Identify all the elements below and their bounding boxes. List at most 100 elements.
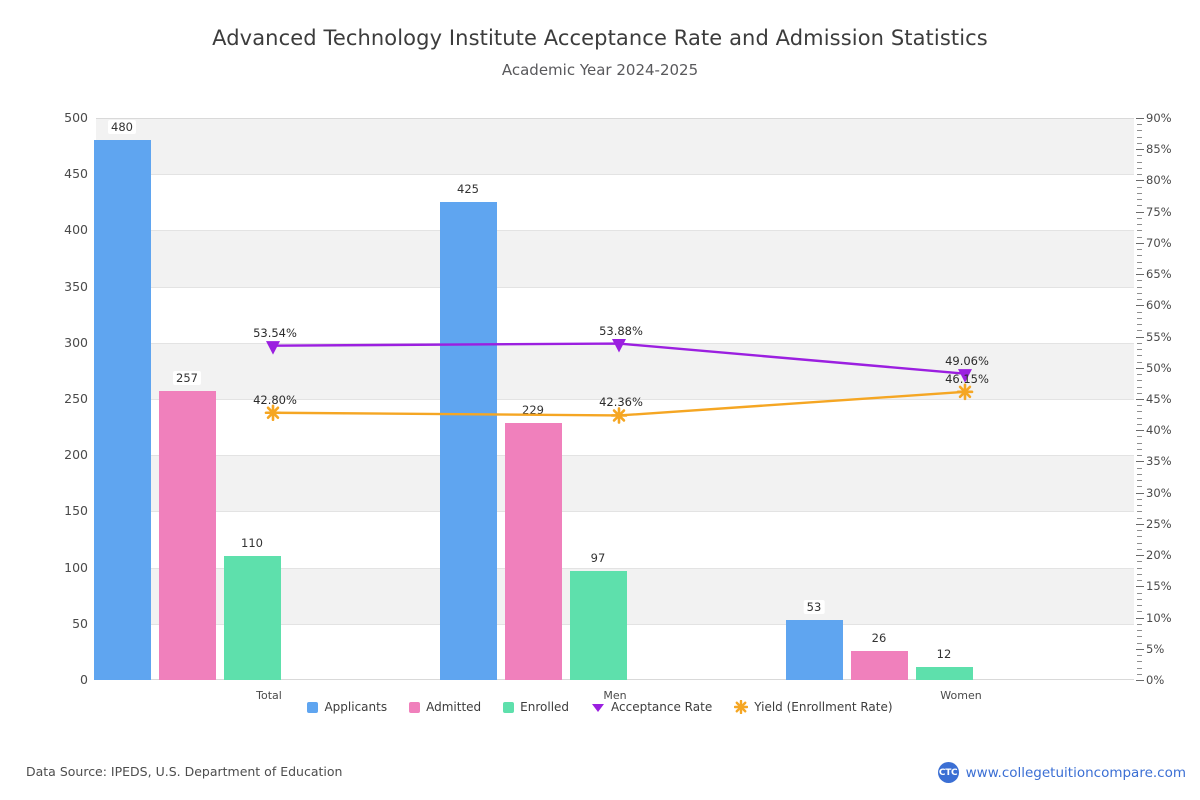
y-axis-right-minor-tickmark xyxy=(1137,448,1142,450)
y-axis-right-minor-tickmark xyxy=(1137,330,1142,332)
bar-admitted-men[interactable] xyxy=(504,422,562,680)
y-axis-right-minor-tickmark xyxy=(1137,592,1142,594)
bar-value-label: 26 xyxy=(868,630,890,645)
y-axis-right-minor-tickmark xyxy=(1137,374,1142,376)
y-axis-right-tick: 25% xyxy=(1146,516,1172,531)
y-axis-right-minor-tickmark xyxy=(1137,423,1142,425)
bar-enrolled-men[interactable] xyxy=(569,570,627,680)
y-axis-right-minor-tickmark xyxy=(1137,174,1142,176)
y-axis-left-tick: 50 xyxy=(72,615,88,631)
y-axis-left-tick: 150 xyxy=(64,503,88,519)
y-axis-right-tickmark xyxy=(1136,180,1144,182)
legend-label: Enrolled xyxy=(520,700,570,714)
y-axis-right-minor-tickmark xyxy=(1137,611,1142,613)
bar-value-label: 12 xyxy=(933,646,955,661)
bar-admitted-total[interactable] xyxy=(158,391,216,680)
y-axis-right-minor-tickmark xyxy=(1137,623,1142,625)
y-axis-left-tick: 350 xyxy=(64,278,88,294)
y-axis-right-minor-tickmark xyxy=(1137,530,1142,532)
y-axis-right-minor-tickmark xyxy=(1137,280,1142,282)
y-axis-right-minor-tickmark xyxy=(1137,236,1142,238)
y-axis-right-tick: 80% xyxy=(1146,173,1172,188)
y-axis-right-minor-tickmark xyxy=(1137,542,1142,544)
y-axis-right-minor-tickmark xyxy=(1137,286,1142,288)
y-axis-right-tick: 75% xyxy=(1146,204,1172,219)
y-axis-right-tick: 50% xyxy=(1146,360,1172,375)
y-axis-right-tick: 10% xyxy=(1146,610,1172,625)
y-axis-right-minor-tickmark xyxy=(1137,517,1142,519)
y-axis-right-minor-tickmark xyxy=(1137,205,1142,207)
y-axis-left-tick: 400 xyxy=(64,222,88,238)
y-axis-right-minor-tickmark xyxy=(1137,349,1142,351)
legend-item-yield-enrollment-rate-[interactable]: Yield (Enrollment Rate) xyxy=(734,699,893,715)
bar-enrolled-women[interactable] xyxy=(915,666,973,680)
y-axis-right-minor-tickmark xyxy=(1137,630,1142,632)
y-axis-right-tickmark xyxy=(1136,336,1144,338)
y-axis-left-tick: 500 xyxy=(64,110,88,125)
y-axis-right-minor-tickmark xyxy=(1137,498,1142,500)
legend-item-enrolled[interactable]: Enrolled xyxy=(503,700,569,714)
y-axis-right-tick: 35% xyxy=(1146,454,1172,469)
y-axis-right-minor-tickmark xyxy=(1137,467,1142,469)
bar-applicants-total[interactable] xyxy=(93,140,151,680)
grid-band xyxy=(96,230,1134,287)
ctc-logo-icon: CTC xyxy=(937,762,959,783)
legend-item-admitted[interactable]: Admitted xyxy=(409,700,481,714)
y-axis-right-tick: 45% xyxy=(1146,392,1172,406)
y-axis-right-minor-tickmark xyxy=(1137,536,1142,538)
brand-url[interactable]: www.collegetuitioncompare.com xyxy=(965,764,1186,781)
y-axis-right-minor-tickmark xyxy=(1137,405,1142,407)
y-axis-right-minor-tickmark xyxy=(1137,436,1142,438)
y-axis-right-minor-tickmark xyxy=(1137,573,1142,575)
y-axis-right-minor-tickmark xyxy=(1137,142,1142,144)
bar-applicants-men[interactable] xyxy=(439,202,497,680)
gridline xyxy=(96,174,1134,176)
gridline xyxy=(96,455,1134,457)
y-axis-right-minor-tickmark xyxy=(1137,192,1142,194)
y-axis-right-minor-tickmark xyxy=(1137,136,1142,138)
gridline xyxy=(96,342,1134,344)
y-axis-right-minor-tickmark xyxy=(1137,317,1142,319)
marker-asterisk-icon xyxy=(264,404,282,422)
x-axis-category-women: Women xyxy=(940,689,982,702)
y-axis-right-tickmark xyxy=(1136,617,1144,619)
line-value-label: 42.36% xyxy=(599,395,643,410)
chart-legend: Applicants Admitted Enrolled Acceptance Rat… xyxy=(0,699,1200,715)
y-axis-right-minor-tickmark xyxy=(1137,311,1142,313)
y-axis-right-tick: 15% xyxy=(1146,579,1172,594)
chart-title: Advanced Technology Institute Acceptance… xyxy=(212,26,988,50)
y-axis-right-tick: 5% xyxy=(1146,641,1165,656)
legend-swatch-icon xyxy=(503,701,515,713)
y-axis-right-minor-tickmark xyxy=(1137,386,1142,388)
bar-enrolled-total[interactable] xyxy=(223,556,281,680)
y-axis-right-minor-tickmark xyxy=(1137,561,1142,563)
y-axis-left-tick: 100 xyxy=(64,559,88,575)
y-axis-right-tickmark xyxy=(1136,492,1144,494)
bar-admitted-women[interactable] xyxy=(850,650,908,680)
y-axis-right-tickmark xyxy=(1136,118,1144,119)
y-axis-right-tickmark xyxy=(1136,555,1144,557)
y-axis-right-minor-tickmark xyxy=(1137,417,1142,419)
y-axis-right-tick: 90% xyxy=(1146,111,1172,125)
legend-label: Acceptance Rate xyxy=(611,700,713,714)
y-axis-right-minor-tickmark xyxy=(1137,598,1142,600)
grid-band xyxy=(96,455,1134,512)
y-axis-right-tick: 70% xyxy=(1146,235,1172,250)
legend-item-applicants[interactable]: Applicants xyxy=(307,700,387,714)
y-axis-right-minor-tickmark xyxy=(1137,217,1142,219)
y-axis-right-minor-tickmark xyxy=(1137,361,1142,363)
legend-item-acceptance-rate[interactable]: Acceptance Rate xyxy=(591,700,712,714)
legend-swatch-icon xyxy=(307,701,319,713)
bar-applicants-women[interactable] xyxy=(785,620,843,680)
line-value-label: 53.88% xyxy=(599,323,643,338)
y-axis-right-tickmark xyxy=(1136,430,1144,432)
y-axis-right-tickmark xyxy=(1136,523,1144,525)
y-axis-right-minor-tickmark xyxy=(1137,380,1142,382)
y-axis-right-minor-tickmark xyxy=(1137,673,1142,675)
y-axis-right-minor-tickmark xyxy=(1137,186,1142,188)
bar-value-label: 425 xyxy=(454,182,482,197)
y-axis-right-minor-tickmark xyxy=(1137,155,1142,157)
data-source-text: Data Source: IPEDS, U.S. Department of E… xyxy=(26,764,343,779)
gridline xyxy=(96,286,1134,288)
y-axis-right-minor-tickmark xyxy=(1137,167,1142,169)
